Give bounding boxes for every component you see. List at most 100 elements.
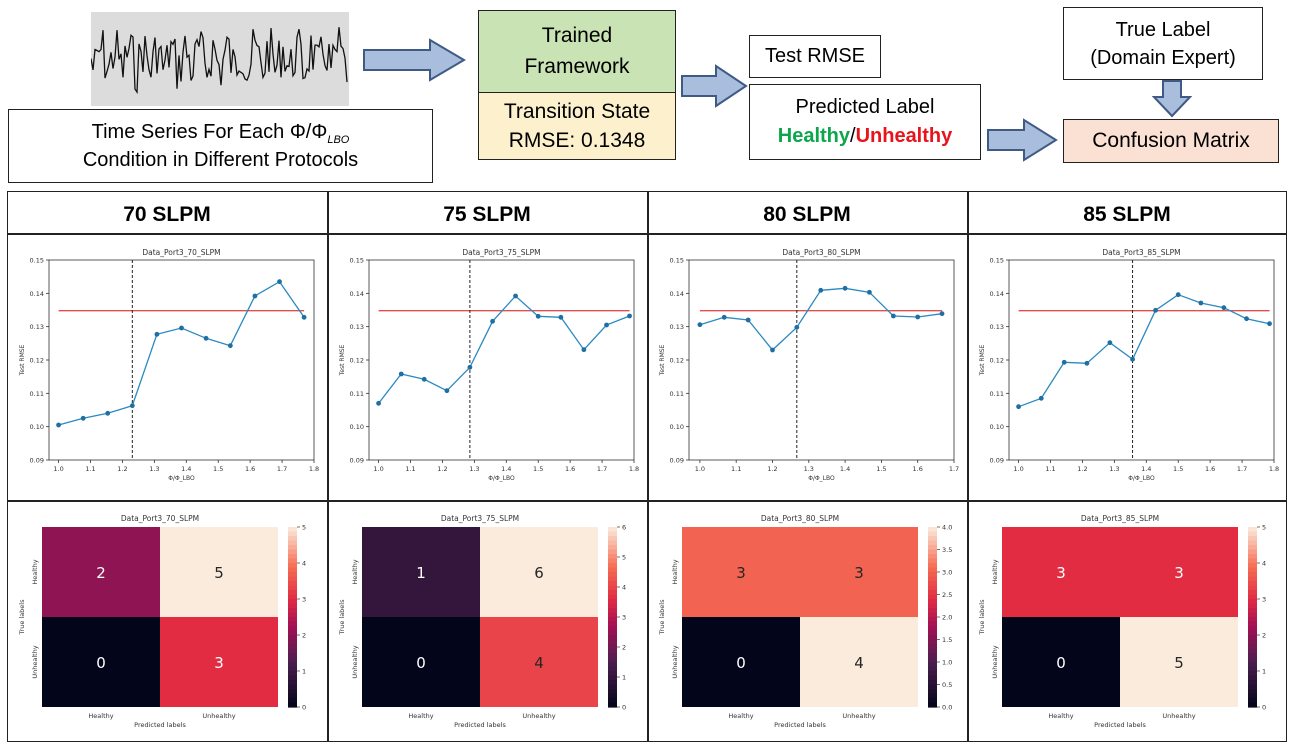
y-tick-label: 0.11 xyxy=(350,390,364,398)
colorbar-segment xyxy=(928,662,937,668)
colorbar-segment xyxy=(608,657,617,663)
colorbar-segment xyxy=(608,666,617,672)
panel-header-80: 80 SLPM xyxy=(763,203,851,226)
arrow-icon xyxy=(987,118,1058,162)
colorbar-segment xyxy=(928,567,937,573)
y-tick-label: 0.10 xyxy=(670,423,684,431)
y-axis-label: True labels xyxy=(18,599,26,636)
colorbar-segment xyxy=(928,666,937,672)
colorbar-segment xyxy=(608,558,617,564)
rmse-data-point xyxy=(558,314,564,320)
y-tick-label: 0.13 xyxy=(350,323,364,331)
y-tick-label: 0.13 xyxy=(670,323,684,331)
x-tick-label: 1.0 xyxy=(1013,465,1023,473)
colorbar-tick-label: 2.0 xyxy=(942,613,952,621)
heatmap-cell xyxy=(480,527,598,617)
colorbar-tick-label: 4 xyxy=(302,559,306,567)
x-tick-label: 1.7 xyxy=(949,465,959,473)
test-rmse-box: Test RMSE xyxy=(749,35,881,78)
rmse-data-point xyxy=(80,415,86,421)
colorbar-segment xyxy=(288,612,297,618)
confusion-matrix-label: Confusion Matrix xyxy=(1092,129,1250,152)
y-axis-label: True labels xyxy=(338,599,346,636)
colorbar-segment xyxy=(288,666,297,672)
rmse-data-point xyxy=(627,313,632,319)
colorbar-segment xyxy=(928,653,937,659)
colorbar-segment xyxy=(608,594,617,600)
colorbar-segment xyxy=(608,608,617,614)
colorbar-segment xyxy=(928,689,937,695)
colorbar-segment xyxy=(1248,653,1257,659)
x-tick-label: 1.4 xyxy=(1141,465,1151,473)
panel-header-85: 85 SLPM xyxy=(1083,203,1171,226)
colorbar-tick-label: 2 xyxy=(1262,631,1266,639)
heatmap-cell-value: 5 xyxy=(1174,654,1184,672)
colorbar-segment xyxy=(608,626,617,632)
colorbar-segment xyxy=(288,599,297,605)
colorbar-segment xyxy=(1248,585,1257,591)
column-label: Unhealthy xyxy=(1162,712,1195,720)
colorbar-segment xyxy=(608,590,617,596)
colorbar-segment xyxy=(928,536,937,542)
x-tick-label: 1.3 xyxy=(469,465,479,473)
rmse-data-point xyxy=(513,293,518,299)
heatmap-cell xyxy=(1120,527,1238,617)
plot-area xyxy=(48,259,315,461)
x-axis-label: Φ/Φ_LBO xyxy=(1128,475,1155,482)
colorbar-segment xyxy=(608,527,617,533)
colorbar-segment xyxy=(928,698,937,704)
colorbar-segment xyxy=(608,662,617,668)
healthy-label: Healthy xyxy=(777,125,850,147)
x-axis-label: Predicted labels xyxy=(454,721,506,729)
colorbar-segment xyxy=(608,693,617,699)
row-label: Healthy xyxy=(31,559,39,584)
y-tick-label: 0.11 xyxy=(30,390,44,398)
rmse-data-point xyxy=(794,324,800,330)
heatmap-cell-value: 5 xyxy=(214,564,224,582)
rmse-data-point xyxy=(1198,300,1204,306)
colorbar-tick-label: 3 xyxy=(302,595,306,603)
colorbar-tick-label: 5 xyxy=(622,553,626,561)
colorbar-segment xyxy=(608,585,617,591)
x-tick-label: 1.7 xyxy=(597,465,607,473)
colorbar-segment xyxy=(1248,639,1257,645)
colorbar-segment xyxy=(608,612,617,618)
heatmap-cell-value: 2 xyxy=(96,564,106,582)
colorbar-segment xyxy=(288,590,297,596)
chart-title: Data_Port3_85_SLPM xyxy=(1102,248,1180,257)
rmse-data-point xyxy=(1130,356,1135,362)
colorbar-segment xyxy=(928,576,937,582)
colorbar-segment xyxy=(928,617,937,623)
x-tick-label: 1.6 xyxy=(565,465,575,473)
colorbar-segment xyxy=(1248,675,1257,681)
plot-area xyxy=(688,259,955,461)
colorbar-segment xyxy=(288,594,297,600)
colorbar-segment xyxy=(928,626,937,632)
heatmap-cell xyxy=(42,527,160,617)
heatmap-cell xyxy=(160,617,278,707)
rmse-line-chart-75: Data_Port3_75_SLPM 0.09 0.10 0.11 0.12 0.13 0.… xyxy=(339,248,639,482)
colorbar-segment xyxy=(288,702,297,708)
colorbar-segment xyxy=(1248,644,1257,650)
colorbar-segment xyxy=(1248,684,1257,690)
x-tick-label: 1.6 xyxy=(913,465,923,473)
y-tick-label: 0.09 xyxy=(670,457,684,465)
y-tick-label: 0.14 xyxy=(670,290,684,298)
colorbar-segment xyxy=(608,671,617,677)
colorbar-tick-label: 0.5 xyxy=(942,681,952,689)
rmse-data-point xyxy=(1221,305,1227,311)
arrow-icon xyxy=(363,38,466,82)
colorbar-segment xyxy=(928,684,937,690)
time-series-thumbnail xyxy=(90,12,349,106)
colorbar-segment xyxy=(608,630,617,636)
colorbar-tick-label: 3.5 xyxy=(942,546,952,554)
x-tick-label: 1.5 xyxy=(1173,465,1183,473)
colorbar-segment xyxy=(1248,576,1257,582)
rmse-data-point xyxy=(581,347,587,353)
grid-rule xyxy=(647,191,649,742)
colorbar-segment xyxy=(928,608,937,614)
x-tick-label: 1.7 xyxy=(1237,465,1247,473)
colorbar-segment xyxy=(608,554,617,560)
colorbar-segment xyxy=(928,648,937,654)
rmse-data-point xyxy=(376,400,381,406)
